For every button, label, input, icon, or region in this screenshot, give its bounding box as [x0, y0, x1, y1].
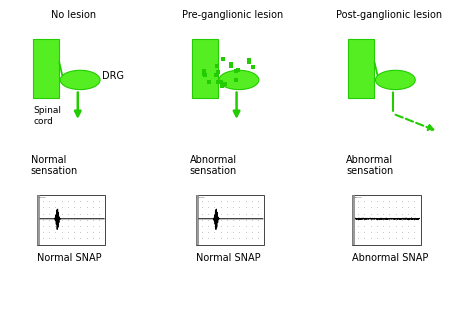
Text: DRG: DRG: [102, 71, 125, 81]
Bar: [348, 39, 374, 98]
Text: Abnormal SNAP: Abnormal SNAP: [352, 253, 428, 263]
Text: ────: ────: [37, 196, 46, 200]
Text: Abnormal
sensation: Abnormal sensation: [346, 155, 393, 176]
Text: ────: ────: [196, 196, 205, 200]
Bar: [36, 195, 105, 245]
Text: ────: ────: [353, 196, 361, 200]
Text: Normal SNAP: Normal SNAP: [36, 253, 101, 263]
Bar: [33, 39, 59, 98]
Ellipse shape: [375, 70, 415, 90]
Bar: [195, 195, 264, 245]
Ellipse shape: [60, 70, 100, 90]
Text: Normal
sensation: Normal sensation: [31, 155, 78, 176]
Bar: [352, 195, 355, 245]
Text: Abnormal
sensation: Abnormal sensation: [190, 155, 237, 176]
Ellipse shape: [219, 70, 259, 90]
Bar: [352, 195, 421, 245]
Text: Post-ganglionic lesion: Post-ganglionic lesion: [336, 10, 442, 20]
Bar: [36, 195, 40, 245]
Text: Pre-ganglionic lesion: Pre-ganglionic lesion: [182, 10, 283, 20]
Bar: [192, 39, 218, 98]
Text: Normal SNAP: Normal SNAP: [195, 253, 260, 263]
Text: Spinal
cord: Spinal cord: [33, 106, 61, 126]
Bar: [195, 195, 199, 245]
Text: No lesion: No lesion: [51, 10, 96, 20]
